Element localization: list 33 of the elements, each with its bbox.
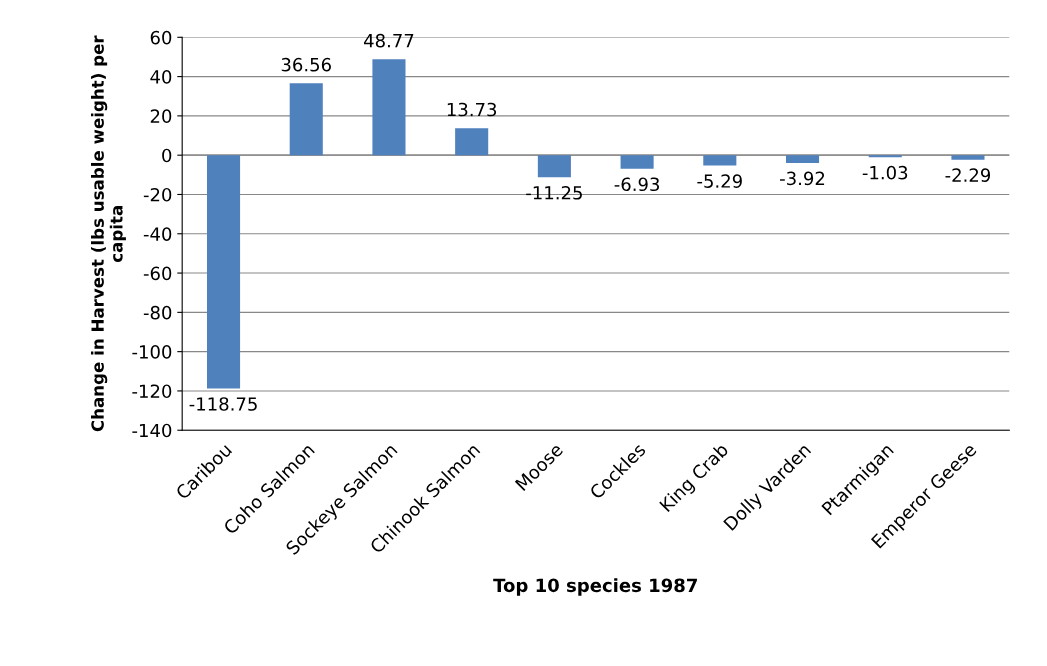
y-tick-label: -140	[132, 423, 172, 438]
data-label: -3.92	[780, 171, 825, 186]
bar	[620, 155, 654, 169]
data-label: -6.93	[614, 177, 660, 192]
y-tick-label: -80	[143, 305, 172, 320]
bar	[289, 83, 323, 156]
data-label: -5.29	[697, 174, 742, 188]
y-tick-label: 0	[162, 148, 172, 163]
y-tick-label: -60	[143, 266, 172, 281]
y-tick-label: 20	[150, 109, 172, 123]
data-label: -11.25	[526, 185, 582, 200]
bar	[785, 155, 820, 163]
data-label: 36.56	[281, 57, 331, 72]
data-label: -118.75	[189, 397, 257, 411]
bar	[537, 155, 571, 178]
data-label: 13.73	[447, 102, 497, 117]
bar	[372, 59, 406, 156]
bar	[455, 128, 489, 156]
y-tick-label: -40	[143, 227, 172, 241]
bar	[951, 155, 985, 160]
bar	[206, 155, 241, 389]
y-tick-label: 40	[150, 70, 172, 84]
bar	[703, 155, 737, 166]
data-label: 48.77	[364, 33, 414, 48]
data-label: -2.29	[945, 168, 991, 182]
y-tick-label: 60	[150, 30, 172, 45]
y-tick-label: -100	[132, 345, 172, 359]
y-tick-label: -120	[132, 384, 172, 399]
bar	[868, 155, 902, 158]
data-label: -1.03	[862, 165, 908, 180]
y-axis-title: Change in Harvest (lbs usable weight) per capita	[91, 35, 126, 432]
x-axis-title: Top 10 species 1987	[493, 578, 697, 596]
y-tick-label: -20	[143, 187, 172, 202]
